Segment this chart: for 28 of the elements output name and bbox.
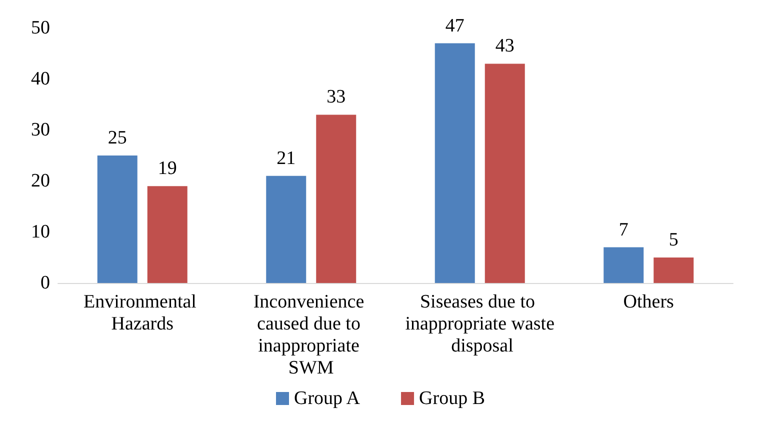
data-label: 21 xyxy=(276,148,296,169)
bar xyxy=(604,247,644,283)
y-tick-label: 0 xyxy=(40,272,50,294)
y-tick-label: 40 xyxy=(31,68,50,90)
data-label: 43 xyxy=(495,36,514,57)
y-tick-label: 50 xyxy=(31,18,50,38)
data-label: 7 xyxy=(618,219,628,240)
bar xyxy=(434,43,475,283)
y-tick-label: 10 xyxy=(31,222,50,242)
bar xyxy=(147,186,188,283)
y-tick-label: 20 xyxy=(31,170,50,192)
data-label: 47 xyxy=(445,15,464,36)
x-tick-label: Environmental Hazards xyxy=(84,292,202,334)
bar xyxy=(316,114,356,283)
y-tick-label: 30 xyxy=(31,120,50,140)
bar xyxy=(97,156,138,283)
data-label: 19 xyxy=(158,158,177,180)
data-label: 5 xyxy=(668,230,678,250)
x-tick-label: Inconvenience caused due to inappropriate SWM xyxy=(253,292,369,378)
bar xyxy=(654,258,694,283)
bar xyxy=(484,64,525,283)
x-tick-label: Others xyxy=(623,292,674,312)
x-tick-label: Siseases due to inappropriate waste disposal xyxy=(405,292,555,356)
data-label: 33 xyxy=(326,86,346,108)
legend-label: Group A xyxy=(294,388,360,409)
legend-label: Group B xyxy=(419,388,486,409)
data-label: 25 xyxy=(108,128,127,148)
bar xyxy=(266,176,306,283)
